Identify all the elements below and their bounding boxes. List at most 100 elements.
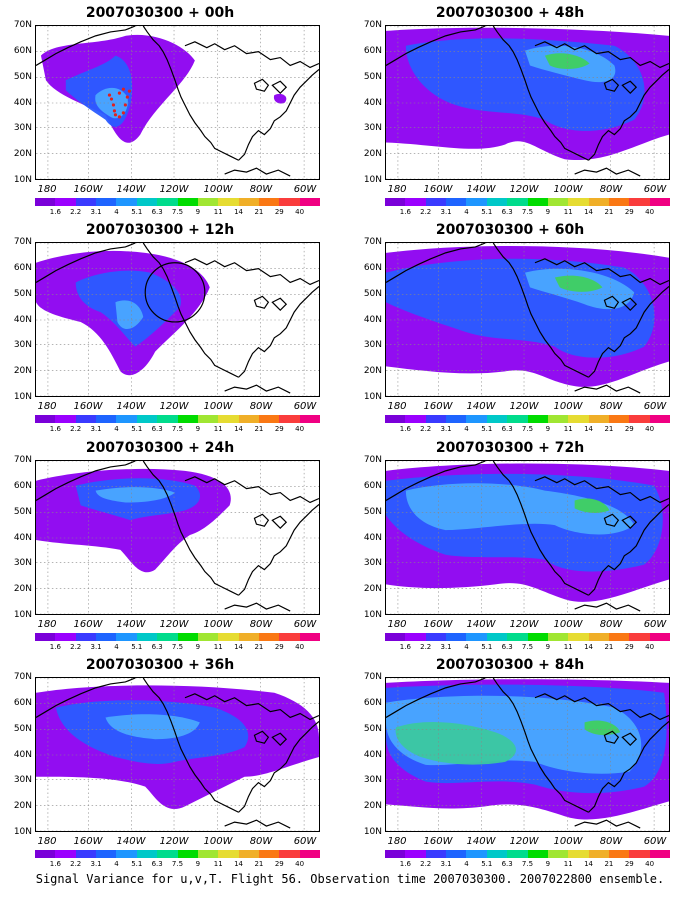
colorbar-swatch bbox=[35, 633, 56, 641]
lat-tick-label: 40N bbox=[13, 533, 32, 543]
colorbar-label: 1.6 bbox=[399, 208, 411, 216]
colorbar-label: 40 bbox=[295, 860, 305, 868]
lon-tick-label: 60W bbox=[643, 401, 667, 412]
variance-map bbox=[386, 678, 669, 831]
colorbar-swatch bbox=[649, 415, 671, 423]
map-panel: 2007030300 + 48h 70N 60N 50N 40N 30N 20N 10N 180… bbox=[350, 5, 671, 221]
figure-caption: Signal Variance for u,v,T. Flight 56. Ob… bbox=[35, 872, 665, 886]
lon-tick-label: 180 bbox=[37, 836, 57, 847]
colorbar-swatch bbox=[629, 198, 650, 206]
lon-tick-label: 180 bbox=[37, 619, 57, 630]
colorbar-label: 40 bbox=[295, 208, 305, 216]
colorbar-swatch bbox=[197, 415, 219, 423]
colorbar-swatch bbox=[75, 850, 97, 858]
lon-tick-label: 80W bbox=[599, 619, 623, 630]
colorbar-label: 5.1 bbox=[481, 425, 493, 433]
colorbar-label: 14 bbox=[234, 643, 244, 651]
colorbar-label: 6.3 bbox=[151, 208, 163, 216]
colorbar-label: 7.5 bbox=[521, 208, 534, 216]
colorbar-label: 1.6 bbox=[399, 860, 411, 868]
lon-tick-label: 120W bbox=[509, 619, 539, 630]
map-area bbox=[35, 25, 320, 180]
colorbar-swatch bbox=[55, 633, 76, 641]
colorbar-label: 9 bbox=[545, 860, 551, 868]
colorbar-label: 9 bbox=[545, 208, 551, 216]
lon-tick-label: 60W bbox=[293, 401, 317, 412]
colorbar-swatch bbox=[136, 198, 158, 206]
colorbar-label: 3.1 bbox=[90, 643, 102, 651]
lat-tick-label: 70N bbox=[13, 672, 32, 682]
colorbar-label: 5.1 bbox=[131, 643, 143, 651]
coastline bbox=[36, 461, 319, 612]
colorbar-swatch bbox=[446, 633, 467, 641]
map-panel: 2007030300 + 36h 70N 60N 50N 40N 30N 20N 10N 180… bbox=[0, 657, 321, 873]
colorbar-label: 6.3 bbox=[151, 643, 163, 651]
colorbar-label: 1.6 bbox=[49, 208, 61, 216]
lon-tick-label: 100W bbox=[553, 184, 583, 195]
colorbar-swatch bbox=[218, 415, 239, 423]
lon-tick-label: 160W bbox=[423, 619, 453, 630]
lon-tick-label: 80W bbox=[599, 401, 623, 412]
lat-tick-label: 30N bbox=[13, 123, 32, 133]
map-area bbox=[385, 25, 670, 180]
lon-tick-label: 120W bbox=[159, 619, 189, 630]
observation-marker bbox=[113, 113, 118, 117]
lat-tick-label: 70N bbox=[13, 237, 32, 247]
colorbar-label: 11 bbox=[213, 643, 223, 651]
variance-map bbox=[386, 243, 669, 396]
colorbar-label: 6.3 bbox=[151, 860, 163, 868]
lon-tick-label: 140W bbox=[466, 184, 496, 195]
variance-shading bbox=[105, 714, 200, 740]
lon-tick-label: 60W bbox=[643, 619, 667, 630]
colorbar-label: 40 bbox=[295, 425, 305, 433]
lon-tick-label: 60W bbox=[293, 184, 317, 195]
colorbar-swatch bbox=[157, 198, 178, 206]
colorbar-label: 5.1 bbox=[131, 860, 143, 868]
colorbar-label: 14 bbox=[234, 425, 244, 433]
colorbar-label: 4 bbox=[464, 643, 469, 651]
lon-tick-label: 120W bbox=[509, 836, 539, 847]
colorbar-label: 1.6 bbox=[49, 425, 61, 433]
lat-tick-label: 10N bbox=[363, 610, 382, 620]
colorbar-swatch bbox=[279, 415, 300, 423]
lat-tick-label: 50N bbox=[363, 724, 382, 734]
colorbar-label: 14 bbox=[584, 208, 594, 216]
colorbar-swatch bbox=[405, 415, 426, 423]
colorbar-swatch bbox=[35, 850, 56, 858]
colorbar-label: 4 bbox=[114, 425, 119, 433]
observation-marker bbox=[125, 95, 129, 99]
colorbar-label: 29 bbox=[624, 425, 634, 433]
colorbar-swatch bbox=[299, 198, 321, 206]
colorbar-swatch bbox=[507, 198, 528, 206]
lat-tick-label: 50N bbox=[363, 507, 382, 517]
lon-tick-label: 100W bbox=[203, 836, 233, 847]
panel-title: 2007030300 + 00h bbox=[85, 5, 235, 21]
colorbar bbox=[385, 633, 671, 641]
colorbar-label: 29 bbox=[274, 208, 284, 216]
lat-tick-label: 40N bbox=[363, 98, 382, 108]
target-region-circle bbox=[144, 262, 206, 323]
lon-tick-label: 160W bbox=[423, 184, 453, 195]
colorbar-swatch bbox=[136, 633, 158, 641]
lat-tick-label: 30N bbox=[363, 340, 382, 350]
colorbar-label: 1.6 bbox=[49, 643, 61, 651]
colorbar-swatch bbox=[258, 850, 280, 858]
colorbar-swatch bbox=[157, 850, 178, 858]
variance-map bbox=[36, 243, 319, 396]
colorbar-label: 9 bbox=[195, 860, 201, 868]
variance-shading bbox=[544, 53, 590, 69]
lat-tick-label: 50N bbox=[13, 507, 32, 517]
colorbar bbox=[385, 415, 671, 423]
colorbar-swatch bbox=[55, 850, 76, 858]
colorbar-label: 5.1 bbox=[481, 643, 493, 651]
colorbar-swatch bbox=[279, 198, 300, 206]
lat-tick-label: 20N bbox=[13, 149, 32, 159]
colorbar-label: 3.1 bbox=[440, 208, 452, 216]
lat-tick-label: 30N bbox=[13, 558, 32, 568]
colorbar-swatch bbox=[55, 198, 76, 206]
colorbar-swatch bbox=[568, 415, 589, 423]
colorbar-swatch bbox=[568, 633, 589, 641]
colorbar-label: 7.5 bbox=[521, 860, 534, 868]
lat-tick-label: 30N bbox=[13, 340, 32, 350]
colorbar-label: 14 bbox=[584, 860, 594, 868]
